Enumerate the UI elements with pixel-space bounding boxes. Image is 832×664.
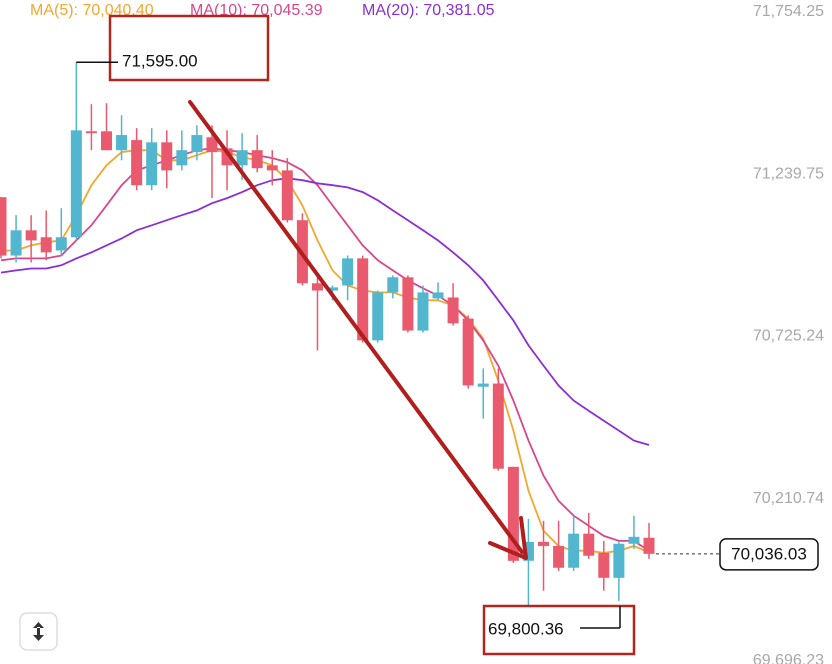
y-tick-label: 70,210.74 bbox=[753, 490, 824, 507]
candle-body bbox=[266, 165, 278, 171]
moving-averages bbox=[0, 147, 650, 554]
candle-body bbox=[55, 237, 67, 251]
candle-body bbox=[100, 131, 112, 151]
last-price-label: 70,036.03 bbox=[731, 544, 807, 563]
low-label: 69,800.36 bbox=[488, 619, 564, 638]
y-tick-label: 71,754.25 bbox=[753, 3, 824, 20]
ma-line bbox=[0, 147, 650, 552]
candle-body bbox=[538, 541, 550, 546]
candle-body bbox=[492, 383, 504, 469]
high-box bbox=[108, 14, 270, 82]
candle-body bbox=[342, 258, 354, 286]
trend-arrowhead bbox=[488, 516, 528, 560]
candle-body bbox=[628, 536, 640, 544]
candle-body bbox=[387, 277, 399, 293]
candle-body bbox=[477, 383, 489, 387]
candle-body bbox=[70, 130, 82, 238]
candle-body bbox=[432, 292, 444, 299]
candle-body bbox=[40, 237, 52, 253]
candle-body bbox=[161, 142, 173, 171]
candle-body bbox=[447, 297, 459, 324]
annotations: 71,595.00 69,800.36 70,036.03 bbox=[76, 14, 819, 656]
y-tick-label: 71,239.75 bbox=[753, 165, 824, 182]
high-label: 71,595.00 bbox=[122, 51, 198, 70]
candle-body bbox=[402, 277, 414, 331]
candle-body bbox=[357, 258, 369, 341]
candle-body bbox=[311, 283, 323, 291]
candle-body bbox=[191, 135, 203, 153]
candle-body bbox=[568, 533, 580, 568]
button-icon bbox=[33, 622, 44, 641]
trend-arrow bbox=[188, 100, 524, 554]
candle-body bbox=[327, 287, 339, 291]
reset-button[interactable] bbox=[19, 612, 58, 651]
candle-body bbox=[221, 148, 233, 166]
candles bbox=[0, 62, 655, 629]
low-box bbox=[482, 604, 636, 656]
candle-body bbox=[251, 150, 263, 169]
legend-entry: MA(20): 70,381.05 bbox=[362, 2, 495, 19]
candle-body bbox=[583, 533, 595, 556]
ma-line bbox=[0, 177, 650, 446]
candle-body bbox=[417, 292, 429, 331]
candle-body bbox=[598, 552, 610, 578]
candle-body bbox=[643, 537, 655, 554]
y-tick-label: 70,725.24 bbox=[753, 328, 824, 345]
candle-body bbox=[462, 318, 474, 386]
candle-body bbox=[553, 545, 565, 568]
candle-body bbox=[146, 142, 158, 186]
candle-body bbox=[613, 543, 625, 578]
candle-body bbox=[507, 466, 519, 561]
candle-body bbox=[0, 197, 7, 256]
candle-body bbox=[281, 170, 293, 221]
ma-line bbox=[1, 149, 650, 554]
candle-body bbox=[236, 150, 248, 166]
y-axis: 71,754.25 71,239.75 70,725.24 70,210.74 69,6… bbox=[753, 3, 824, 664]
candle-body bbox=[10, 230, 22, 256]
candle-body bbox=[131, 140, 143, 186]
candle-body bbox=[85, 131, 97, 134]
candle-body bbox=[206, 137, 218, 153]
candle-body bbox=[176, 150, 188, 166]
candle-body bbox=[372, 292, 384, 341]
candle-body bbox=[522, 541, 534, 561]
last-price-box bbox=[719, 538, 819, 571]
candle-body bbox=[25, 230, 37, 241]
candle-body bbox=[116, 135, 128, 151]
y-tick-label: 69,696.23 bbox=[753, 652, 824, 664]
